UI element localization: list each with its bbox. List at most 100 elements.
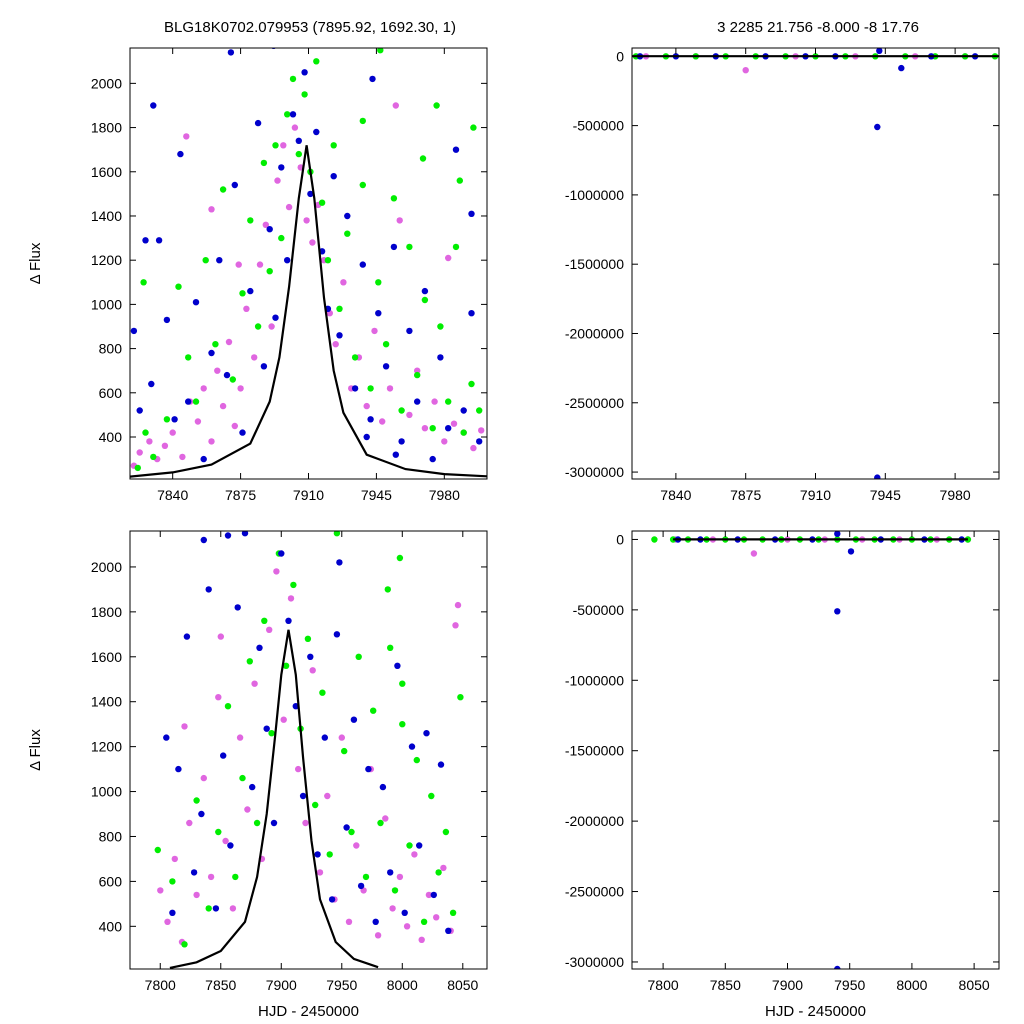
data-point-blue [321,734,328,741]
data-point-blue [200,536,207,544]
y-tick-label: 1400 [91,694,122,710]
x-tick-label: 8000 [896,977,927,993]
data-point-green [319,689,326,696]
data-point-magenta [309,667,316,674]
data-point-blue [430,891,437,899]
data-point-green [419,155,427,162]
data-point-blue [216,257,223,264]
data-point-magenta [440,864,447,872]
data-point-magenta [389,905,396,912]
data-point-blue [150,102,157,109]
data-point-magenta [411,851,418,858]
data-point-blue [414,398,421,405]
data-point-magenta [214,367,221,374]
data-point-magenta [353,842,360,849]
x-tick-label: 7950 [326,977,357,993]
data-point-blue [372,918,379,925]
data-point-green [333,531,341,537]
x-tick-label: 7840 [660,487,691,503]
y-tick-label: -3000000 [565,954,624,970]
data-point-green [268,730,275,737]
data-point-green [377,48,384,54]
data-point-magenta [303,217,310,224]
data-point-green [134,464,141,472]
data-point-magenta [452,622,459,629]
data-point-magenta [280,716,287,723]
data-point-green [442,828,450,836]
data-point-magenta [425,891,433,899]
data-point-magenta [386,385,394,392]
data-point-green [375,279,382,286]
data-point-blue [375,310,382,317]
data-point-blue [390,243,398,251]
data-point-blue [249,783,256,791]
y-tick-label: -2500000 [565,395,624,411]
data-point-magenta [229,905,237,912]
y-tick-label: -1500000 [565,743,624,759]
data-point-blue [394,662,401,669]
x-tick-label: 7800 [145,977,176,993]
data-points-2 [632,48,999,479]
data-point-blue [263,725,270,732]
data-point-blue [898,64,905,72]
data-point-green [468,380,475,388]
data-point-green [247,217,254,224]
data-point-green [278,234,285,242]
data-point-blue [260,363,268,370]
data-point-blue [357,882,365,890]
data-point-magenta [392,102,399,109]
data-point-blue [231,181,238,189]
y-tick-label: 600 [99,385,123,401]
data-point-magenta [742,67,749,74]
data-point-blue [445,425,452,432]
data-point-magenta [309,239,316,246]
data-point-green [260,159,268,167]
data-point-blue [834,965,841,969]
data-point-blue [247,287,254,295]
y-tick-label: 1800 [91,604,122,620]
x-axis-label: HJD - 2450000 [765,1003,866,1020]
x-tick-label: 7945 [361,487,392,503]
data-point-magenta [750,550,758,557]
data-point-green [219,186,227,193]
data-point-green [428,792,435,800]
data-point-magenta [200,774,207,782]
data-point-blue [314,851,321,858]
data-point-green [150,453,157,461]
data-point-blue [468,210,475,217]
data-point-magenta [396,217,403,224]
x-tick-label: 7850 [205,977,236,993]
data-point-green [301,91,308,98]
data-point-blue [333,631,341,638]
data-point-green [326,851,333,858]
data-point-blue [834,531,841,537]
y-tick-label: 2000 [91,75,122,91]
data-point-blue [278,550,285,557]
data-point-blue [307,653,314,660]
data-point-magenta [478,427,485,434]
y-tick-label: 0 [616,48,624,64]
data-point-blue [208,349,215,357]
data-point-blue [183,633,191,640]
data-point-blue [437,354,444,361]
data-point-magenta [208,438,215,445]
data-point-green [239,774,246,782]
data-point-magenta [194,418,202,425]
data-point-blue [437,761,445,768]
y-tick-label: -1500000 [565,256,624,272]
data-point-green [351,354,359,361]
data-point-magenta [243,305,250,312]
data-point-blue [382,363,390,370]
data-point-blue [847,548,855,555]
data-point-green [140,279,147,286]
plot-frame-1 [129,47,488,480]
data-point-magenta [382,815,389,822]
data-point-blue [223,371,231,379]
y-tick-label: -2000000 [565,813,624,829]
data-point-magenta [340,279,347,286]
data-point-green [429,425,436,432]
data-point-blue [142,237,149,244]
data-point-magenta [171,855,178,863]
data-point-green [312,801,319,809]
x-tick-label: 7875 [225,487,256,503]
